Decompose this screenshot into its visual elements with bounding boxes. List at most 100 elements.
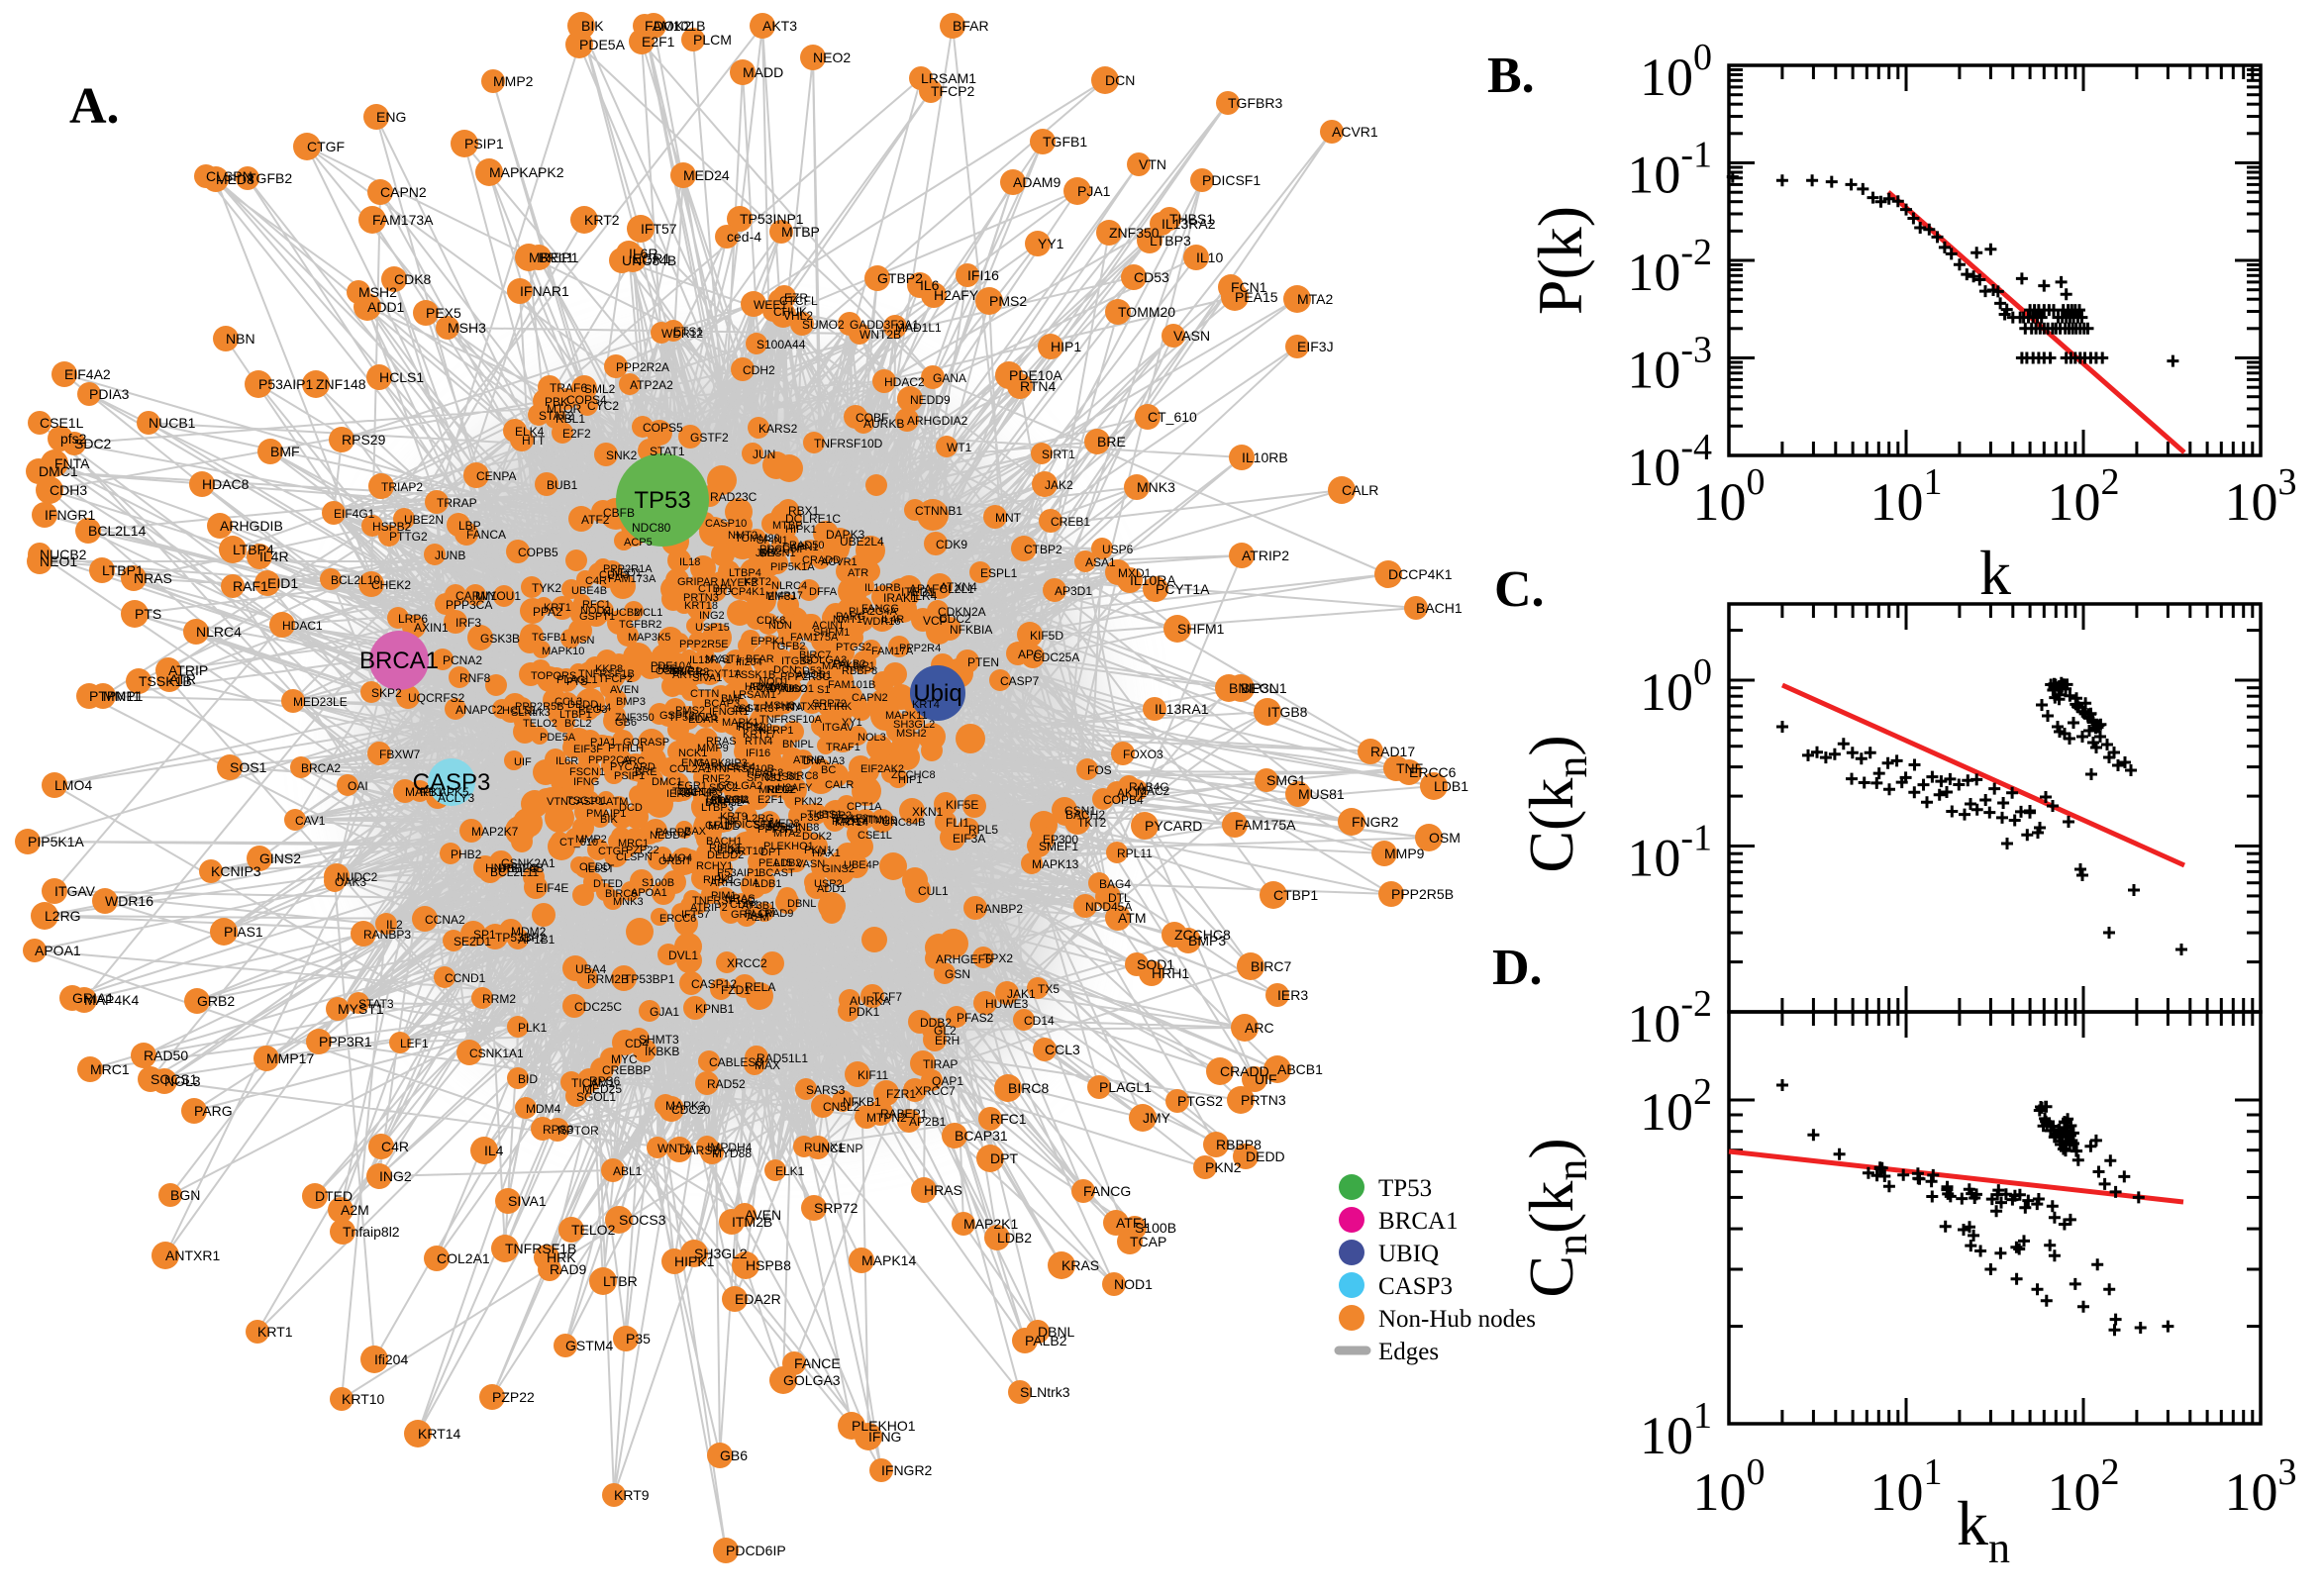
svg-text:IKBKB: IKBKB [645, 1045, 679, 1058]
svg-text:TGFB1: TGFB1 [1043, 134, 1087, 150]
svg-text:MRC1: MRC1 [618, 838, 649, 849]
svg-text:BMP3: BMP3 [616, 696, 646, 708]
svg-text:DBNL: DBNL [1038, 1324, 1075, 1340]
svg-text:GSTF2: GSTF2 [690, 431, 729, 445]
svg-text:IL10RB: IL10RB [1242, 449, 1288, 465]
svg-text:PSIP1: PSIP1 [464, 136, 504, 151]
svg-text:ING2: ING2 [379, 1168, 412, 1184]
svg-text:MED24: MED24 [683, 167, 730, 183]
svg-text:k: k [1979, 538, 2011, 608]
svg-text:HCLS1: HCLS1 [379, 369, 424, 385]
svg-text:PJA1: PJA1 [1077, 183, 1111, 199]
svg-text:ARHGDIB: ARHGDIB [220, 518, 283, 534]
svg-text:JUNB: JUNB [435, 549, 465, 562]
svg-text:PPP2R1A: PPP2R1A [603, 563, 653, 575]
svg-text:DMC1: DMC1 [652, 776, 682, 788]
svg-text:PDE5A: PDE5A [540, 732, 576, 744]
svg-text:USP6: USP6 [1102, 543, 1134, 556]
svg-text:C4R: C4R [381, 1139, 409, 1154]
svg-text:CREB1: CREB1 [1051, 515, 1090, 529]
svg-text:ERH: ERH [935, 1034, 960, 1047]
svg-text:IFNAR1: IFNAR1 [520, 283, 569, 299]
svg-text:ACVR1: ACVR1 [821, 556, 858, 568]
svg-text:SRP72: SRP72 [814, 1200, 858, 1216]
svg-text:MSH3: MSH3 [764, 700, 795, 712]
svg-text:ZNF350: ZNF350 [1109, 225, 1160, 241]
svg-text:JAK2: JAK2 [1045, 478, 1073, 492]
svg-text:WNT1: WNT1 [657, 1142, 691, 1155]
svg-text:KCNIP3: KCNIP3 [211, 863, 261, 879]
svg-text:DDB2: DDB2 [920, 1016, 952, 1030]
svg-text:CRADD: CRADD [1220, 1063, 1269, 1079]
svg-text:MSH3: MSH3 [448, 320, 486, 336]
svg-text:FSCN1: FSCN1 [569, 766, 605, 778]
svg-text:NLRC4: NLRC4 [196, 624, 242, 640]
svg-text:CT_610: CT_610 [1148, 409, 1197, 425]
svg-text:Edges: Edges [1378, 1339, 1439, 1365]
svg-text:TNFRSF10D: TNFRSF10D [814, 437, 883, 450]
svg-text:TGFB2: TGFB2 [248, 170, 292, 186]
svg-text:WDR16: WDR16 [862, 616, 901, 628]
svg-text:CHUK: CHUK [773, 305, 807, 319]
svg-text:Tnfaip8l2: Tnfaip8l2 [704, 794, 749, 806]
svg-text:MED8: MED8 [769, 818, 800, 830]
svg-text:KRT17: KRT17 [743, 729, 776, 741]
svg-text:DCD: DCD [619, 802, 643, 814]
svg-text:GSK3B: GSK3B [480, 632, 520, 646]
svg-text:ARHGEF4: ARHGEF4 [704, 761, 756, 773]
svg-text:EPPK1: EPPK1 [751, 636, 785, 648]
svg-text:CENPA: CENPA [476, 469, 516, 483]
svg-text:RIPK2: RIPK2 [709, 843, 741, 854]
svg-text:MAPK1: MAPK1 [722, 717, 758, 729]
svg-text:RRAS: RRAS [706, 736, 737, 748]
svg-text:MYEF2: MYEF2 [721, 577, 758, 589]
svg-text:S100A44: S100A44 [757, 338, 806, 351]
svg-text:101: 101 [1640, 1395, 1712, 1465]
svg-text:FANCE: FANCE [794, 1355, 841, 1371]
svg-text:DOK2: DOK2 [654, 18, 691, 34]
svg-text:TP53INP1: TP53INP1 [668, 712, 719, 724]
svg-text:DCN: DCN [773, 664, 797, 676]
svg-text:NUCB2: NUCB2 [40, 547, 87, 562]
svg-text:RAD23C: RAD23C [710, 490, 758, 504]
svg-text:NMT2: NMT2 [728, 530, 758, 542]
svg-text:pfs2: pfs2 [761, 546, 782, 557]
svg-text:SGOL1: SGOL1 [576, 1090, 616, 1104]
svg-text:NBN: NBN [226, 331, 255, 347]
svg-text:HRK: HRK [547, 1249, 576, 1265]
svg-text:SDC2: SDC2 [74, 436, 112, 451]
svg-text:MNK3: MNK3 [1137, 479, 1175, 495]
svg-text:KKP8: KKP8 [595, 663, 623, 675]
svg-text:CASP10: CASP10 [705, 518, 747, 530]
svg-text:CDH3: CDH3 [50, 482, 87, 498]
svg-text:CD53: CD53 [1134, 269, 1169, 285]
svg-text:SIRT1: SIRT1 [1042, 448, 1075, 461]
svg-text:LMO4: LMO4 [662, 852, 692, 864]
svg-text:RIPK1: RIPK1 [703, 874, 735, 886]
svg-text:LTBR: LTBR [603, 1273, 638, 1289]
svg-text:AURKB: AURKB [863, 417, 904, 431]
svg-text:ATRIP2: ATRIP2 [690, 902, 728, 914]
svg-text:102: 102 [2048, 1451, 2120, 1522]
svg-text:PDIA3: PDIA3 [89, 386, 130, 402]
svg-text:BCAP31: BCAP31 [955, 1128, 1008, 1144]
svg-text:OAI: OAI [348, 779, 368, 793]
svg-text:NEO2: NEO2 [766, 784, 796, 796]
svg-text:PLK1: PLK1 [518, 1021, 548, 1035]
svg-text:CALR: CALR [825, 779, 854, 791]
svg-text:100: 100 [1640, 651, 1712, 722]
svg-text:CTGF: CTGF [307, 139, 345, 154]
svg-text:CTNNB1: CTNNB1 [915, 504, 962, 518]
svg-text:KRAS: KRAS [1061, 1257, 1099, 1273]
svg-text:MYD88: MYD88 [712, 1147, 752, 1160]
svg-text:BCL2L14: BCL2L14 [88, 523, 147, 539]
svg-text:P35: P35 [626, 1331, 651, 1347]
svg-text:YY1: YY1 [1038, 236, 1064, 251]
svg-text:GB6: GB6 [720, 1447, 748, 1463]
svg-text:FAM173A: FAM173A [372, 212, 434, 228]
svg-text:CUL1: CUL1 [918, 884, 949, 898]
svg-text:APOA1: APOA1 [35, 943, 81, 958]
svg-text:Tnfaip8l2: Tnfaip8l2 [343, 1224, 400, 1240]
svg-text:EIF4A2: EIF4A2 [64, 366, 111, 382]
svg-text:FAM101B: FAM101B [828, 679, 875, 691]
